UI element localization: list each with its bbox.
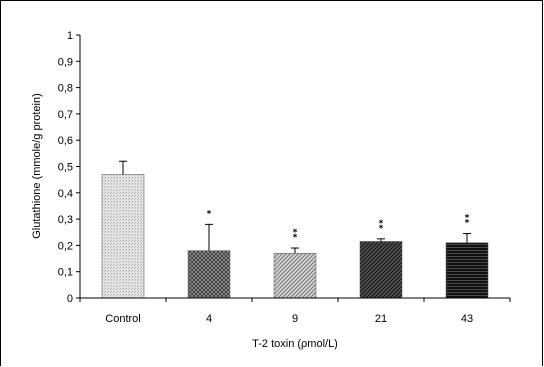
x-axis-title: T-2 toxin (ρmol/L) <box>252 338 338 350</box>
y-tick-label: 0,9 <box>58 56 73 68</box>
bar-43 <box>445 242 489 299</box>
bar-21 <box>359 241 403 299</box>
y-tick-label: 0,5 <box>58 162 73 174</box>
x-tick-label: 4 <box>206 313 212 325</box>
y-tick-label: 0,2 <box>58 240 73 252</box>
significance-mark: ** <box>293 228 298 243</box>
x-tick-label: Control <box>105 313 140 325</box>
bar-control <box>101 174 145 299</box>
significance-mark: ** <box>379 219 384 234</box>
y-tick-label: 0,1 <box>58 267 73 279</box>
y-tick-label: 0,6 <box>58 135 73 147</box>
y-axis-title: Glutathione (mmole/g protein) <box>31 93 43 239</box>
significance-mark: ** <box>465 214 470 229</box>
y-tick-label: 1 <box>67 30 73 42</box>
y-tick-label: 0,4 <box>58 188 73 200</box>
y-tick-label: 0,7 <box>58 109 73 121</box>
bar-4 <box>187 250 231 299</box>
x-tick-label: 9 <box>292 313 298 325</box>
x-tick-label: 21 <box>375 313 387 325</box>
y-tick-label: 0 <box>67 293 73 305</box>
significance-mark: * <box>207 209 212 219</box>
x-tick-label: 43 <box>461 313 473 325</box>
bar-9 <box>273 253 317 299</box>
y-tick-label: 0,8 <box>58 83 73 95</box>
y-tick-label: 0,3 <box>58 214 73 226</box>
